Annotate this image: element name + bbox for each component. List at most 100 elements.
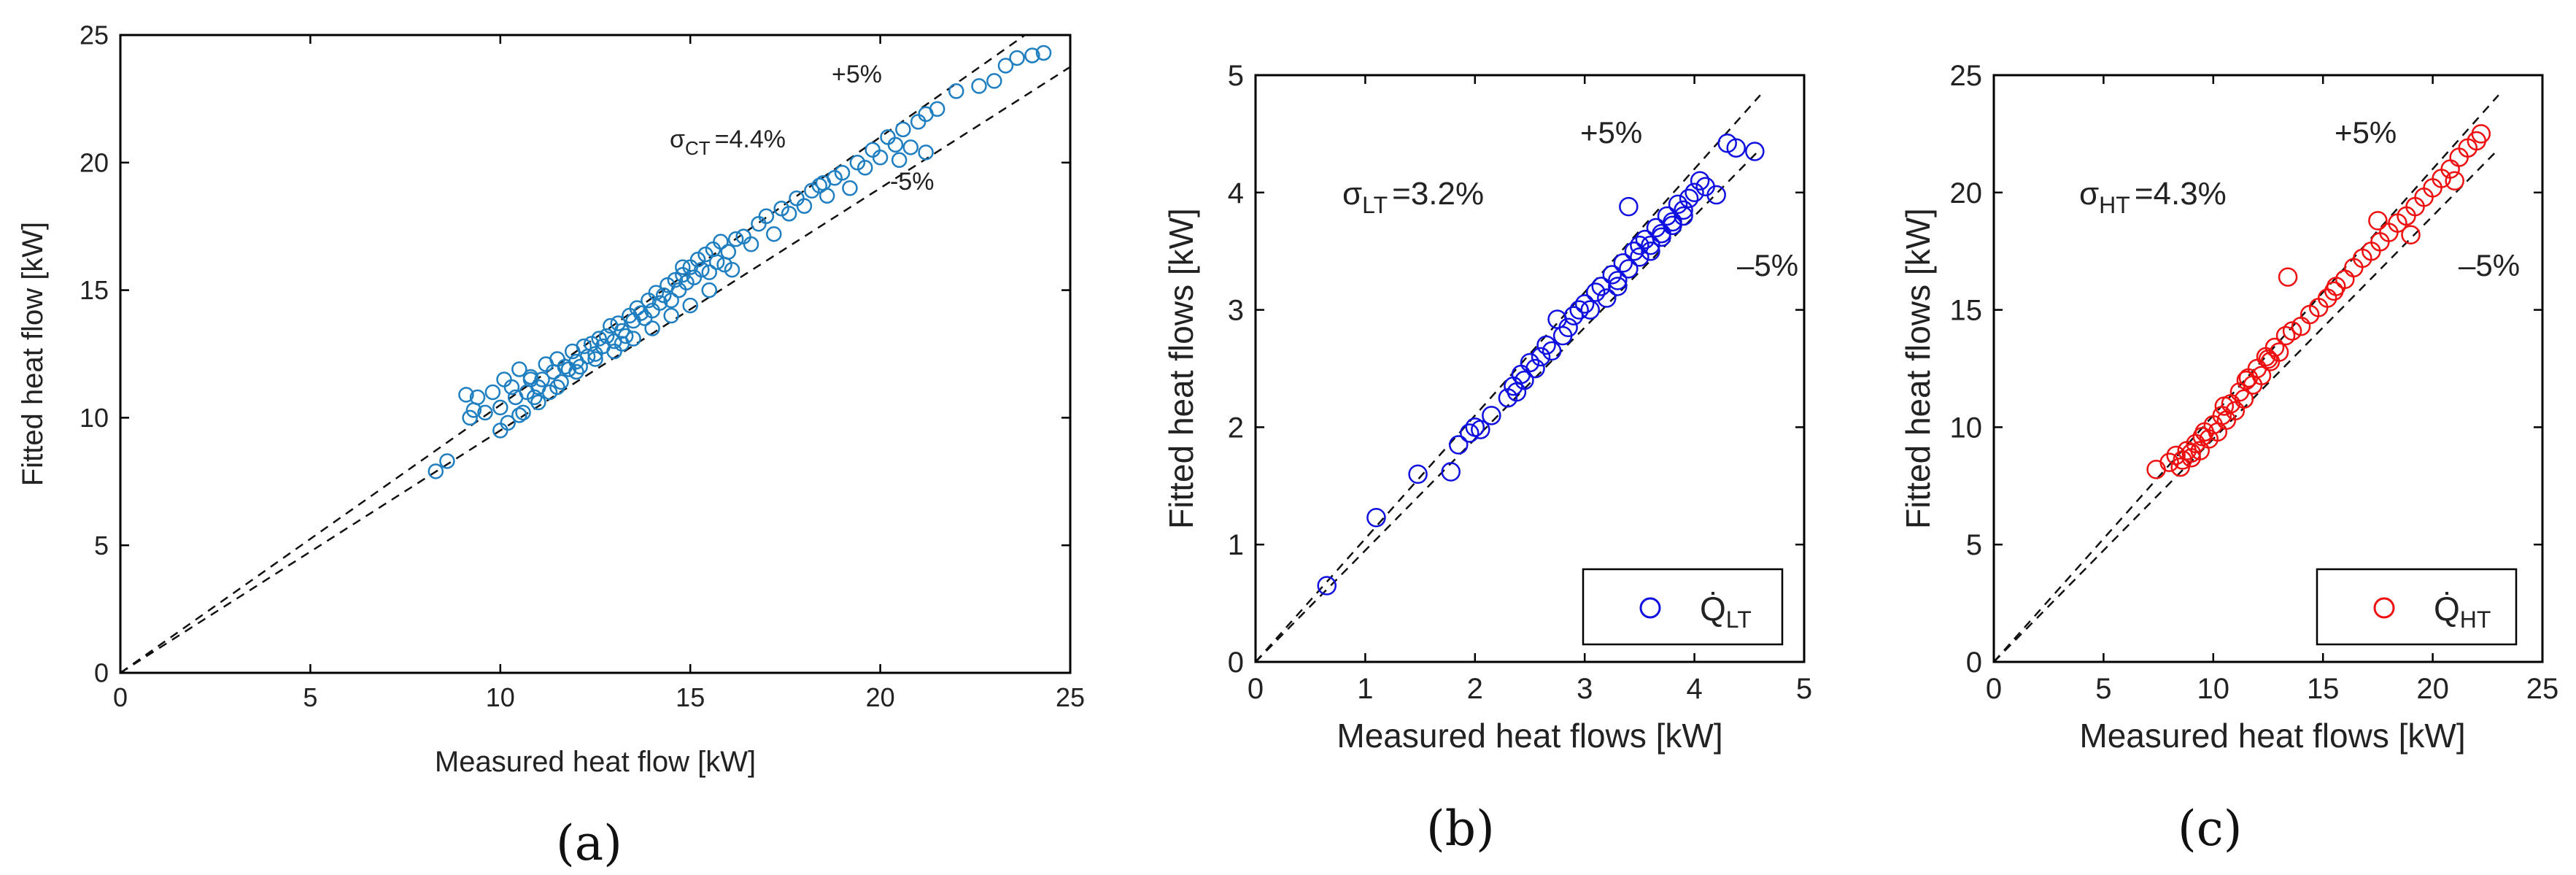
data-point xyxy=(910,114,927,130)
x-tick-label: 3 xyxy=(1577,673,1593,705)
y-axis-ticks: 0 1 2 3 4 5 xyxy=(1228,60,1804,679)
data-point xyxy=(614,323,630,339)
data-point xyxy=(515,404,531,421)
sigma-symbol: σ xyxy=(2079,176,2099,212)
data-point xyxy=(766,226,782,242)
data-point xyxy=(701,264,717,280)
data-point xyxy=(503,379,520,396)
x-tick-label: 5 xyxy=(303,682,317,712)
legend-symbol: Q̇ xyxy=(2434,590,2460,628)
annotation-plus5: +5% xyxy=(832,61,882,88)
data-point xyxy=(496,371,512,388)
data-point xyxy=(1674,200,1693,220)
x-tick-label: 25 xyxy=(1056,682,1085,712)
data-point xyxy=(2170,457,2190,477)
data-point xyxy=(1608,271,1628,290)
data-point xyxy=(465,402,482,418)
data-point xyxy=(986,73,1002,89)
data-point xyxy=(1685,182,1704,203)
x-tick-label: 2 xyxy=(1467,673,1483,705)
data-point xyxy=(887,136,904,153)
data-point xyxy=(2471,124,2491,144)
data-point xyxy=(1520,352,1540,373)
data-point xyxy=(789,190,805,207)
panel-label-c: (c) xyxy=(2178,801,2242,857)
y-tick-label: 10 xyxy=(80,403,109,433)
data-point xyxy=(819,188,835,204)
data-point xyxy=(1542,341,1562,361)
data-point xyxy=(462,409,478,426)
y-tick-label: 2 xyxy=(1228,412,1244,444)
data-point xyxy=(1641,241,1660,261)
data-point xyxy=(872,150,889,166)
data-point xyxy=(708,254,725,270)
data-point xyxy=(484,384,501,401)
reference-line-minus5 xyxy=(1255,148,1761,663)
data-point xyxy=(1652,227,1671,247)
data-point xyxy=(1569,300,1589,320)
data-point xyxy=(815,175,832,191)
legend-subscript: HT xyxy=(2460,606,2491,633)
data-point xyxy=(758,208,775,224)
data-point xyxy=(1726,138,1747,158)
y-tick-label: 3 xyxy=(1228,295,1244,327)
data-point xyxy=(553,374,569,390)
y-tick-label: 15 xyxy=(80,275,109,305)
x-tick-label: 25 xyxy=(2526,673,2559,705)
x-tick-label: 20 xyxy=(866,682,895,712)
data-point xyxy=(1717,134,1737,153)
sigma-value: =3.2% xyxy=(1392,176,1484,212)
data-point xyxy=(1690,171,1710,190)
data-point xyxy=(1525,358,1545,379)
reference-line-minus5 xyxy=(120,66,1071,674)
data-point xyxy=(2445,171,2464,190)
legend-box xyxy=(1582,568,1784,646)
data-point xyxy=(1317,576,1337,595)
data-point xyxy=(1602,265,1622,285)
x-tick-label: 0 xyxy=(1248,673,1264,705)
data-point xyxy=(675,259,691,275)
data-point xyxy=(606,343,622,360)
sigma-annotation: σCT =4.4% xyxy=(670,126,786,159)
data-point xyxy=(701,282,717,298)
data-point xyxy=(458,387,474,403)
data-point xyxy=(2236,370,2256,390)
data-point xyxy=(1679,188,1699,209)
data-point xyxy=(492,423,508,439)
x-axis-label: Measured heat flow [kW] xyxy=(435,746,756,778)
panel-label-a: (a) xyxy=(556,815,622,871)
data-point xyxy=(2401,225,2421,244)
y-tick-label: 5 xyxy=(1966,529,1982,561)
data-point xyxy=(648,285,665,301)
data-point xyxy=(2278,267,2298,287)
data-point xyxy=(1460,423,1480,443)
legend: Q̇LT xyxy=(1582,568,1784,646)
plot-frame xyxy=(1254,74,1806,663)
data-point xyxy=(751,215,767,232)
x-tick-label: 5 xyxy=(2095,673,2111,705)
data-point xyxy=(568,363,584,380)
x-tick-label: 20 xyxy=(2416,673,2449,705)
reference-line-plus5 xyxy=(1993,94,2499,663)
data-point xyxy=(2264,337,2285,358)
annotation-plus5: +5% xyxy=(1580,115,1642,150)
y-tick-label: 25 xyxy=(80,20,109,50)
data-point xyxy=(1035,45,1052,61)
data-point xyxy=(2324,281,2344,301)
data-point xyxy=(549,379,565,396)
reference-line-minus5 xyxy=(1993,148,2499,663)
legend-subscript: LT xyxy=(1726,606,1752,633)
sigma-value: =4.4% xyxy=(715,126,786,153)
x-axis-ticks: 0 5 10 15 20 25 xyxy=(1986,75,2558,705)
x-tick-label: 15 xyxy=(2307,673,2340,705)
y-tick-label: 20 xyxy=(80,147,109,177)
data-point xyxy=(663,307,679,324)
data-point xyxy=(713,234,729,250)
legend-marker xyxy=(1639,597,1661,619)
data-point xyxy=(617,328,634,344)
data-point xyxy=(1580,300,1600,320)
data-point xyxy=(2275,325,2296,346)
data-point xyxy=(633,305,649,321)
scatter-points xyxy=(1317,134,1765,595)
